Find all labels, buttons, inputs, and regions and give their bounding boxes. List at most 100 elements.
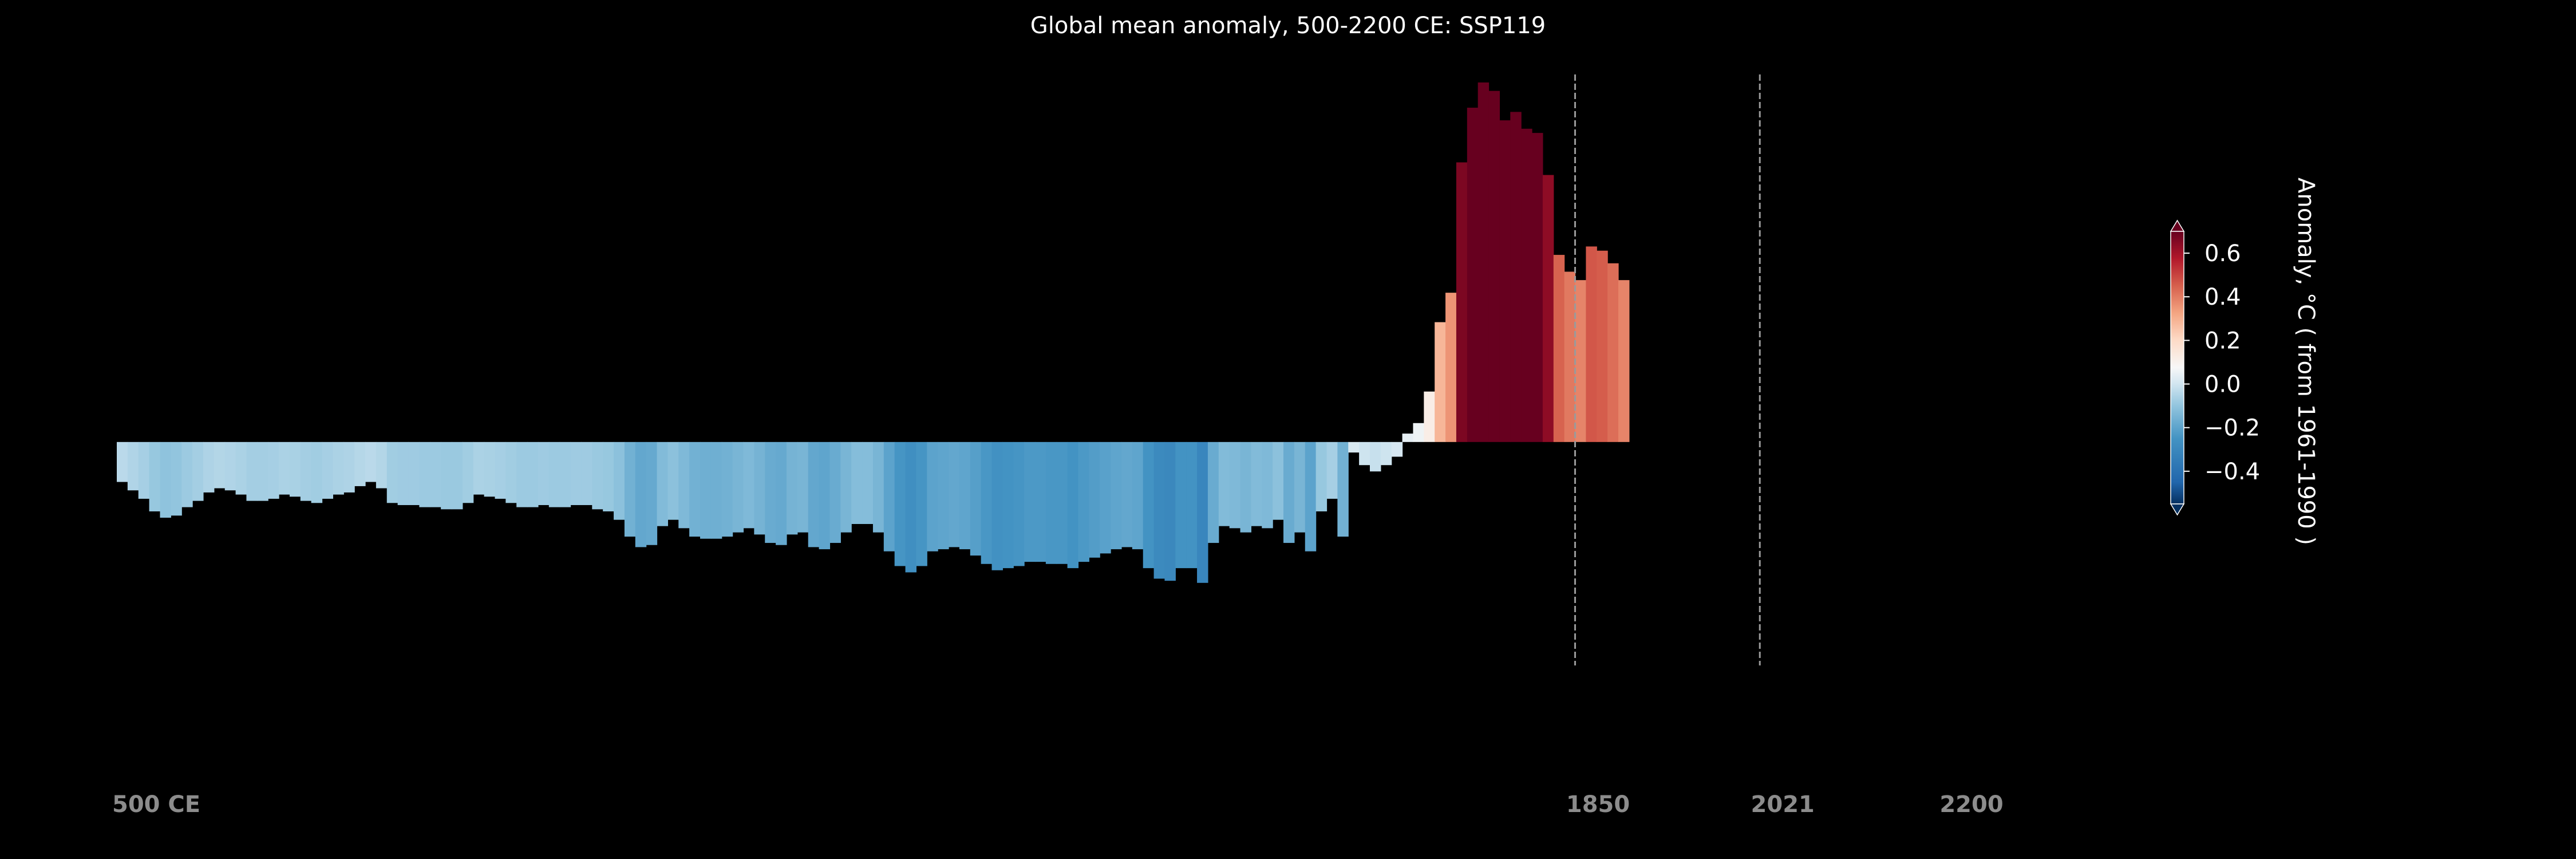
colorbar: −0.4 −0.2 0.0 0.2 0.4 0.6 Anomaly, °C ( from … (2170, 178, 2319, 545)
anomaly-bar (1002, 442, 1014, 569)
anomaly-bar (1445, 293, 1457, 442)
anomaly-bar (268, 442, 279, 499)
colorbar-extend-max (2170, 219, 2185, 232)
anomaly-bar (1499, 120, 1511, 442)
anomaly-bar (905, 442, 917, 573)
bar-series (117, 82, 1630, 583)
anomaly-bar (1089, 442, 1100, 558)
anomaly-bar (1305, 442, 1317, 551)
anomaly-bar (1164, 442, 1176, 581)
anomaly-bar (991, 442, 1003, 570)
anomaly-bar (246, 442, 258, 501)
anomaly-bar (1467, 108, 1479, 442)
anomaly-bar (1315, 442, 1327, 511)
anomaly-bar (1111, 442, 1122, 550)
anomaly-bar (538, 442, 550, 505)
anomaly-bar (117, 442, 128, 482)
anomaly-bar (1337, 442, 1349, 537)
anomaly-bar (1207, 442, 1219, 543)
anomaly-bar (257, 442, 268, 501)
anomaly-bar (949, 442, 960, 547)
anomaly-bar (1175, 442, 1187, 569)
anomaly-bar (376, 442, 388, 488)
colorbar-tick-label: 0.0 (2204, 372, 2241, 398)
anomaly-bar (505, 442, 517, 503)
colorbar-tick-label: −0.4 (2204, 459, 2260, 485)
anomaly-bar (776, 442, 787, 545)
anomaly-bar (1348, 442, 1360, 453)
anomaly-bar (786, 442, 798, 535)
era-markers: 1850 2021 (1566, 74, 1815, 818)
anomaly-bar (765, 442, 776, 543)
anomaly-bar (397, 442, 409, 505)
anomaly-bar (300, 442, 312, 501)
anomaly-bar (1056, 442, 1068, 564)
anomaly-bar (365, 442, 377, 482)
anomaly-bar (203, 442, 215, 492)
anomaly-bar (981, 442, 993, 564)
anomaly-bar (700, 442, 712, 539)
anomaly-bar (354, 442, 366, 486)
anomaly-bar (527, 442, 539, 507)
anomaly-bar (1575, 280, 1586, 442)
anomaly-bar (192, 442, 204, 501)
anomaly-bar (1618, 280, 1630, 442)
chart-title: Global mean anomaly, 500-2200 CE: SSP119 (1030, 13, 1546, 39)
anomaly-bar (872, 442, 884, 533)
anomaly-bar (829, 442, 841, 543)
anomaly-bar (451, 442, 463, 510)
colorbar-tick-label: 0.4 (2204, 284, 2241, 310)
anomaly-bar (224, 442, 236, 491)
colorbar-extend-min (2170, 503, 2185, 516)
anomaly-bar (1153, 442, 1165, 579)
anomaly-bar (1532, 133, 1543, 442)
anomaly-bar (1597, 250, 1608, 442)
anomaly-bar (495, 442, 506, 499)
anomaly-bar (1510, 112, 1522, 442)
anomaly-bar (1240, 442, 1252, 533)
anomaly-bar (548, 442, 560, 507)
anomaly-bar (657, 442, 668, 526)
anomaly-bar (1067, 442, 1079, 569)
anomaly-bar (603, 442, 614, 511)
anomaly-bar (883, 442, 895, 551)
anomaly-bar (1218, 442, 1230, 526)
anomaly-bar (624, 442, 636, 537)
anomaly-bar (171, 442, 182, 516)
anomaly-bar (1035, 442, 1046, 562)
anomaly-bar (1586, 246, 1597, 442)
anomaly-bar (441, 442, 452, 510)
anomaly-bar (1477, 82, 1490, 442)
era-label-2200: 2200 (1939, 791, 2003, 818)
anomaly-bar (473, 442, 485, 495)
anomaly-bar (689, 442, 701, 537)
anomaly-bar (235, 442, 247, 495)
anomaly-bar (1283, 442, 1295, 543)
anomaly-bar (678, 442, 690, 529)
anomaly-bar (484, 442, 496, 497)
anomaly-bar (667, 442, 679, 520)
colorbar-tick-label: 0.6 (2204, 241, 2241, 267)
anomaly-bar (1229, 442, 1241, 529)
anomaly-bar (916, 442, 927, 566)
anomaly-bar (710, 442, 722, 539)
anomaly-bar (1197, 442, 1208, 583)
anomaly-bar (1078, 442, 1089, 562)
colorbar-tick-label: 0.2 (2204, 328, 2241, 354)
anomaly-bar (386, 442, 398, 503)
anomaly-bar (840, 442, 852, 533)
anomaly-bar (743, 442, 754, 529)
anomaly-bar (646, 442, 658, 545)
colorbar-tick-label: −0.2 (2204, 415, 2260, 442)
anomaly-bar (570, 442, 582, 505)
anomaly-bar (1143, 442, 1155, 569)
anomaly-bar (1273, 442, 1284, 520)
anomaly-bar (1121, 442, 1133, 547)
colorbar-label: Anomaly, °C ( from 1961-1990 ) (2293, 178, 2319, 545)
anomaly-bar (138, 442, 150, 499)
anomaly-bar (1262, 442, 1273, 529)
anomaly-bar (1564, 271, 1576, 442)
anomaly-bar (1100, 442, 1111, 554)
anomaly-bar (1488, 90, 1500, 442)
anomaly-bar (1294, 442, 1306, 533)
